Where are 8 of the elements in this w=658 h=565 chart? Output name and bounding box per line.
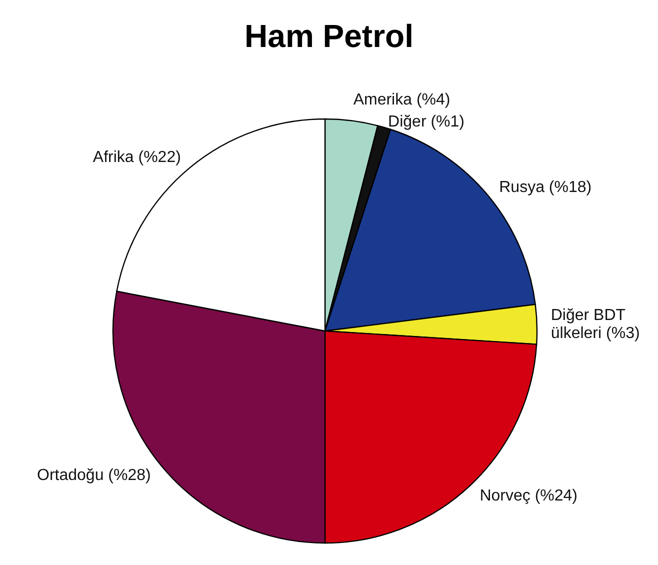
slice-label: Diğer BDT ülkeleri (%3) xyxy=(550,306,640,342)
slice-label: Ortadoğu (%28) xyxy=(37,466,151,484)
slice-label: Norveç (%24) xyxy=(480,487,578,504)
slice-label: Amerika (%4) xyxy=(353,90,450,108)
slice-label: Diğer (%1) xyxy=(388,112,465,130)
slice-label: Afrika (%22) xyxy=(92,148,181,166)
chart-title: Ham Petrol xyxy=(244,17,414,56)
slice-label: Rusya (%18) xyxy=(499,178,592,196)
